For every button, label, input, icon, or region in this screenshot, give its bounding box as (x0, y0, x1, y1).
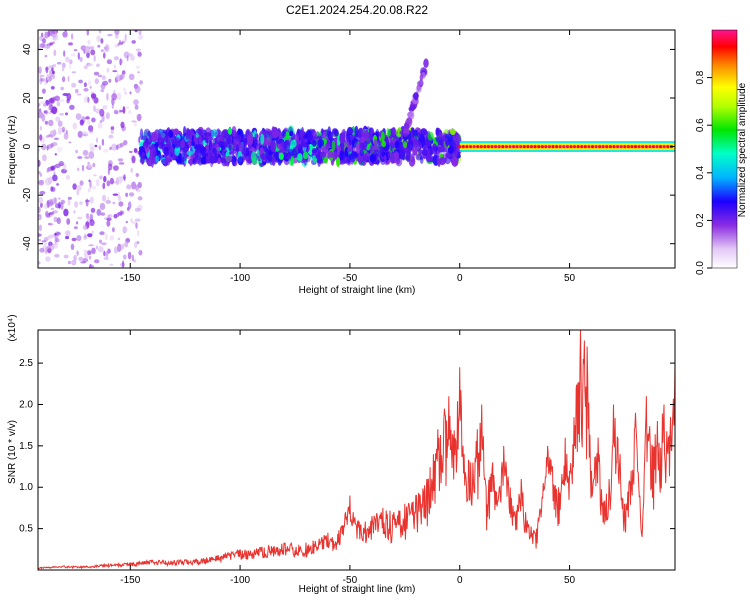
y-tick-label: -40 (22, 236, 33, 251)
spectrogram-feature (38, 30, 144, 268)
snr-ticks: -150 -100 -50 0 50 0.5 1.0 1.5 2.0 2.5 (19, 330, 675, 586)
spectrogram-panel: -150 -100 -50 0 50 -40 -20 0 20 40 Height of stra… (7, 29, 676, 296)
x-tick-label: 0 (457, 273, 463, 284)
y-tick-label: 2.0 (19, 399, 33, 410)
colorbar-tick-label: 0.4 (695, 165, 706, 179)
y-tick-label: 1.0 (19, 482, 33, 493)
spectrogram-marks (38, 30, 675, 268)
colorbar-ticks: 0.0 0.2 0.4 0.6 0.8 (695, 70, 712, 275)
x-tick-label: 50 (564, 575, 576, 586)
snr-series-line (38, 330, 675, 570)
y-tick-label: 0.5 (19, 524, 33, 535)
figure-title: C2E1.2024.254.20.08.R22 (286, 3, 428, 17)
x-tick-label: 0 (457, 575, 463, 586)
colorbar-label: Normalized spectral amplitude (737, 82, 748, 217)
x-tick-label: -100 (230, 273, 250, 284)
colorbar-tick-label: 0.0 (695, 261, 706, 275)
x-tick-label: -150 (120, 273, 140, 284)
snr-ylabel: SNR (10 * v/v) (7, 420, 18, 484)
y-tick-label: 0 (22, 143, 33, 149)
spectrogram-ylabel: Frequency (Hz) (7, 116, 18, 185)
spectrogram-feature (402, 58, 429, 138)
colorbar-gradient (711, 29, 738, 269)
spectrogram-xlabel: Height of straight line (km) (299, 285, 416, 296)
y-tick-label: 1.5 (19, 441, 33, 452)
snr-xlabel: Height of straight line (km) (299, 584, 416, 595)
spectrogram-feature (138, 125, 463, 168)
spectrogram-ticks: -150 -100 -50 0 50 -40 -20 0 20 40 (22, 30, 675, 284)
y-tick-label: 20 (22, 92, 33, 104)
x-tick-label: -100 (230, 575, 250, 586)
x-tick-label: 50 (564, 273, 576, 284)
spectrogram-feature (458, 141, 675, 152)
colorbar-tick-label: 0.8 (695, 70, 706, 84)
x-tick-label: -50 (343, 575, 358, 586)
colorbar-tick-label: 0.2 (695, 213, 706, 227)
snr-frame (37, 329, 676, 571)
x-tick-label: -150 (120, 575, 140, 586)
colorbar: 0.0 0.2 0.4 0.6 0.8 Normalized spectral ampl… (695, 29, 748, 275)
x-tick-label: -50 (343, 273, 358, 284)
y-tick-label: -20 (22, 187, 33, 202)
y-tick-label: 40 (22, 43, 33, 55)
snr-panel: -150 -100 -50 0 50 0.5 1.0 1.5 2.0 2.5 Height of … (7, 314, 676, 595)
snr-multiplier: (x10⁴) (7, 314, 18, 341)
colorbar-tick-label: 0.6 (695, 118, 706, 132)
spectrogram-frame (37, 29, 676, 269)
y-tick-label: 2.5 (19, 358, 33, 369)
